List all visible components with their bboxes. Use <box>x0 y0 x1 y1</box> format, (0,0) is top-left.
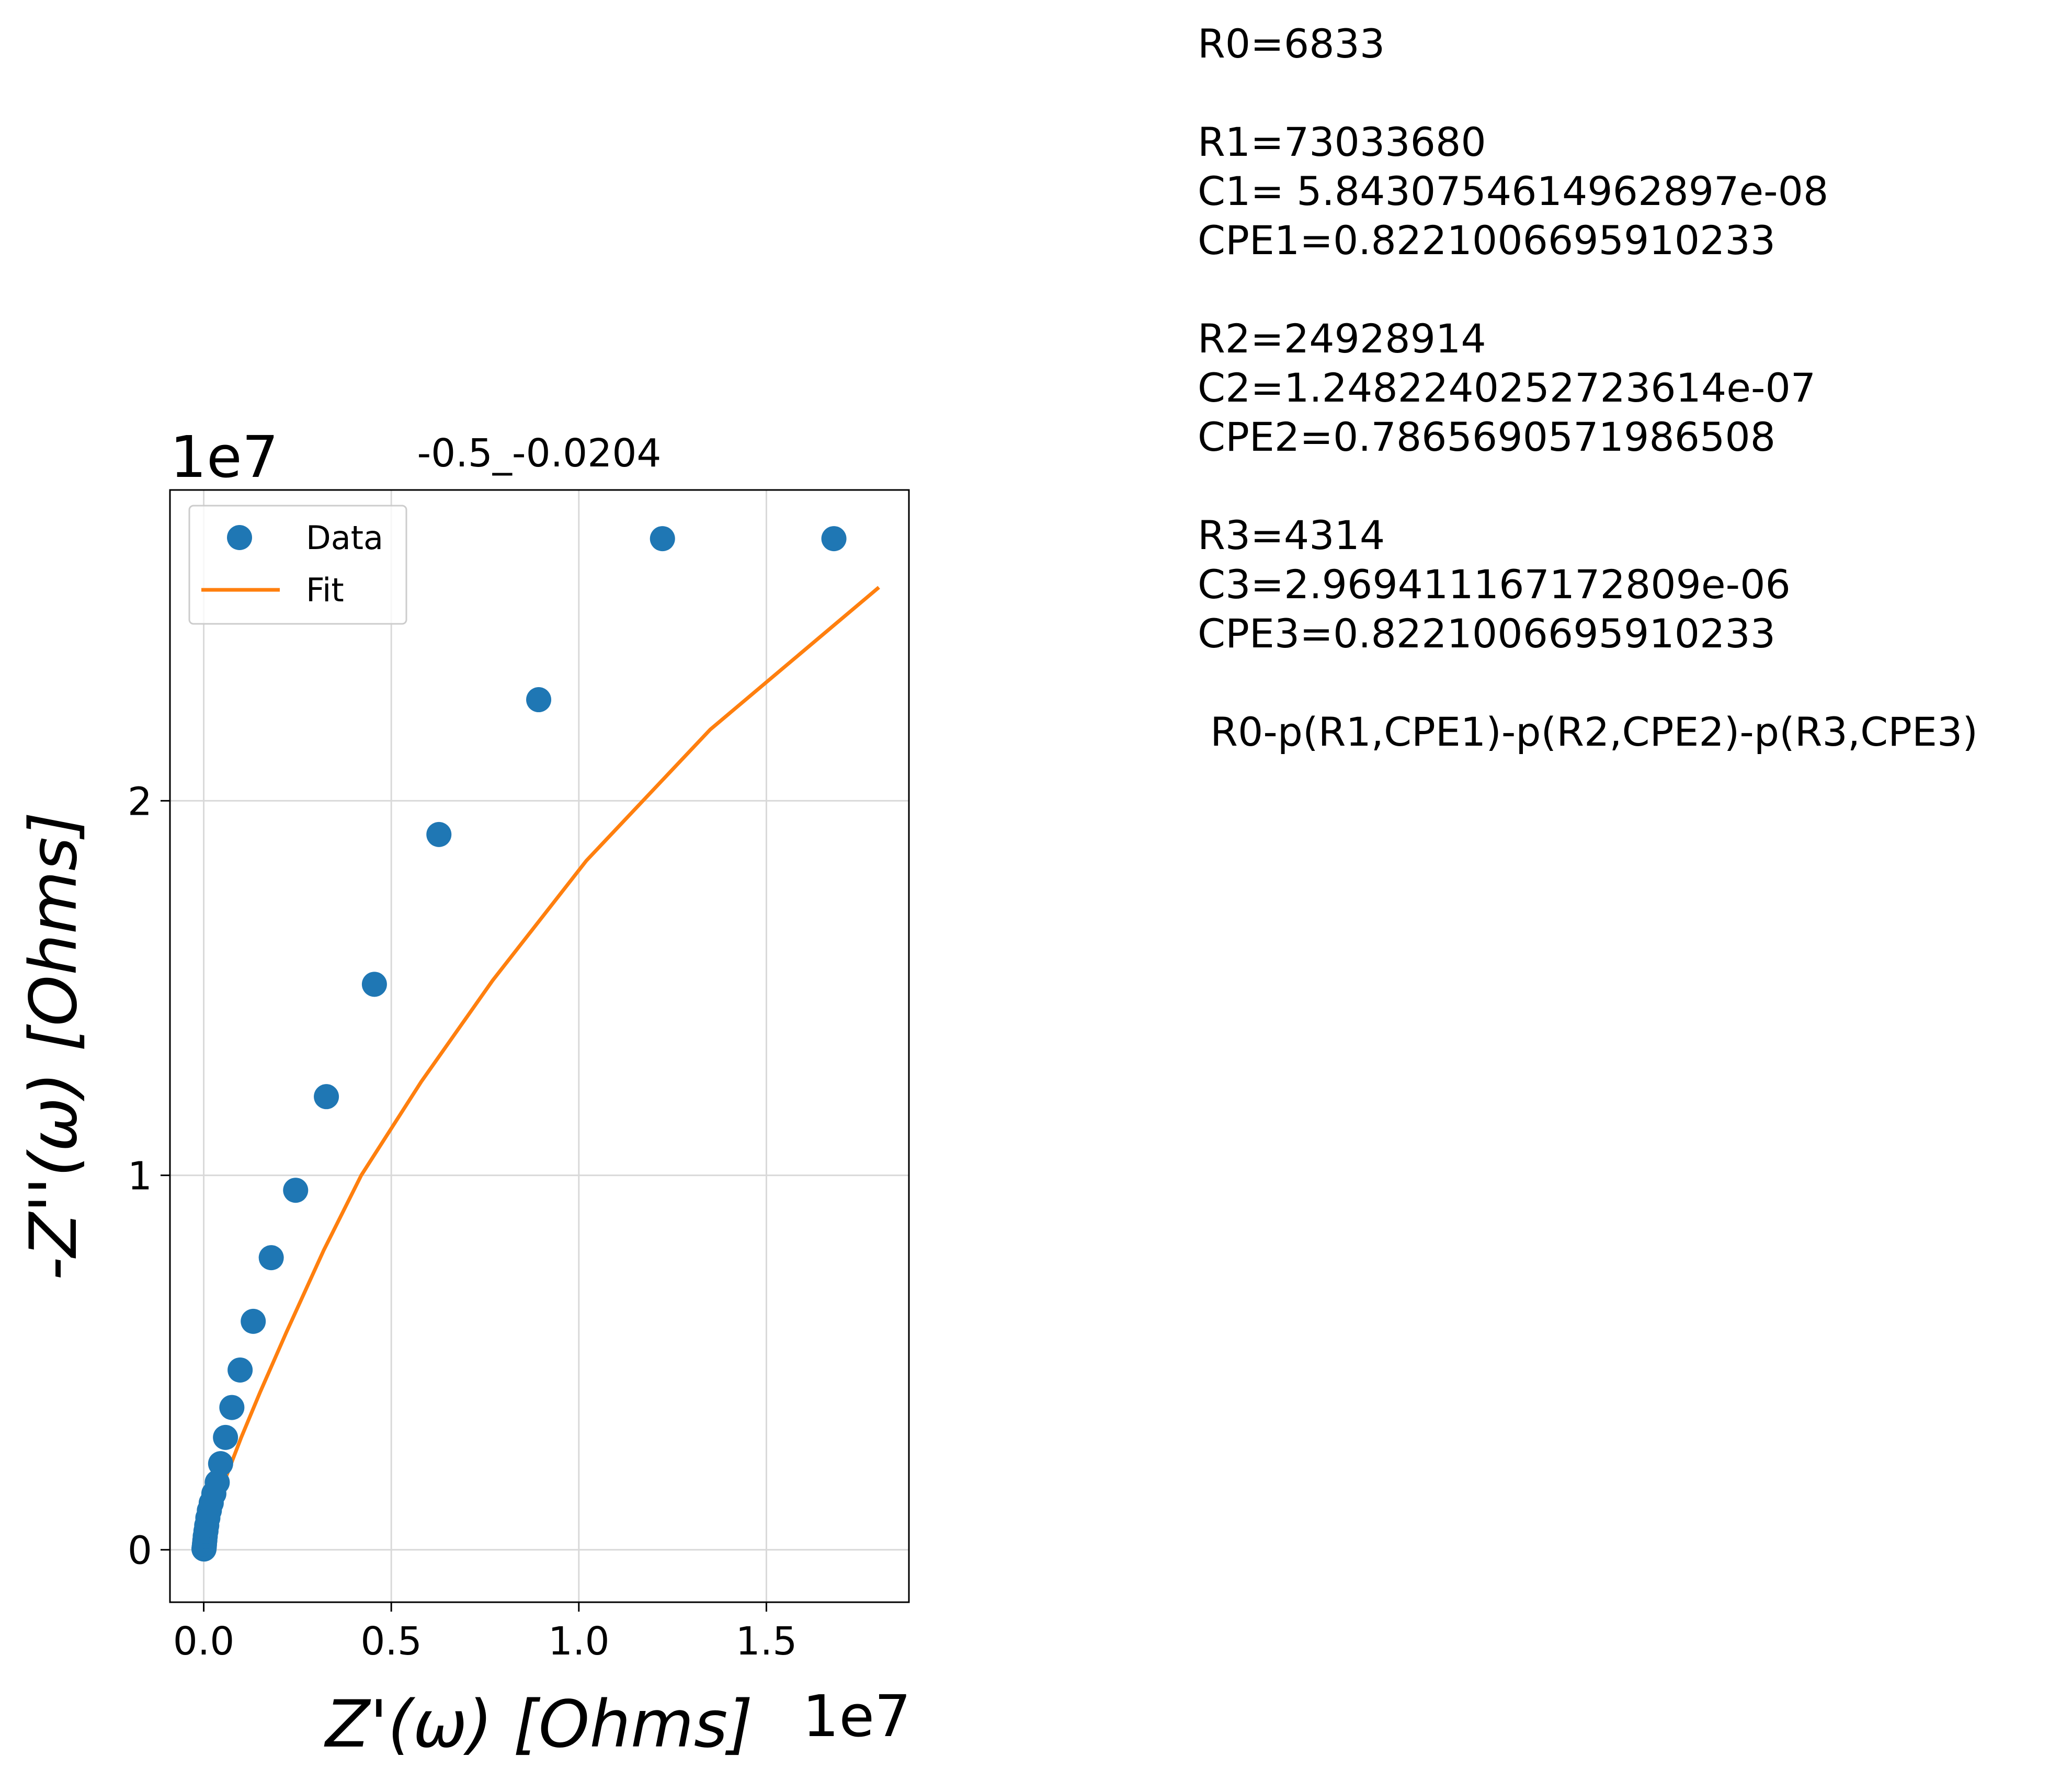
param-cpe2: CPE2=0.7865690571986508 <box>1198 414 1775 460</box>
param-r0: R0=6833 <box>1198 20 1385 67</box>
data-point <box>361 972 387 997</box>
y-axis-label: -Z''(ω) [Ohms] <box>16 812 92 1280</box>
data-point <box>219 1395 245 1420</box>
legend: Data Fit <box>188 505 407 625</box>
fit-series <box>202 586 880 1550</box>
legend-fit-label: Fit <box>306 571 344 609</box>
data-point <box>213 1424 238 1450</box>
plot-frame <box>169 489 910 1603</box>
x-axis-offset: 1e7 <box>802 1683 911 1750</box>
legend-data-marker <box>227 525 252 550</box>
fit-parameters: R0=6833 R1=73033680 C1= 5.84307546149628… <box>1198 20 1978 755</box>
data-point <box>821 526 847 552</box>
axis-ticks: 0.0 0.5 1.0 1.5 0 1 2 <box>128 779 797 1664</box>
x-tick-label: 0.5 <box>360 1619 422 1664</box>
data-point <box>227 1357 253 1383</box>
data-series <box>191 526 847 1562</box>
y-tick-label: 2 <box>128 779 152 824</box>
data-point <box>283 1178 309 1203</box>
x-tick-label: 1.5 <box>736 1619 798 1664</box>
chart-title: -0.5_-0.0204 <box>417 431 661 476</box>
param-c3: C3=2.969411167172809e-06 <box>1198 561 1791 608</box>
data-point <box>241 1308 266 1334</box>
data-point <box>426 821 452 847</box>
param-r1: R1=73033680 <box>1198 119 1486 165</box>
fit-line <box>202 586 880 1550</box>
param-c2: C2=1.2482240252723614e-07 <box>1198 364 1816 411</box>
param-cpe1: CPE1=0.8221006695910233 <box>1198 217 1775 264</box>
grid <box>170 490 909 1602</box>
x-tick-label: 0.0 <box>173 1619 235 1664</box>
param-cpe3: CPE3=0.8221006695910233 <box>1198 610 1775 657</box>
x-axis-label: Z'(ω) [Ohms] <box>324 1687 753 1762</box>
x-tick-label: 1.0 <box>548 1619 610 1664</box>
y-tick-label: 1 <box>128 1154 152 1199</box>
circuit-string: R0-p(R1,CPE1)-p(R2,CPE2)-p(R3,CPE3) <box>1198 709 1978 755</box>
y-tick-label: 0 <box>128 1528 152 1573</box>
data-point <box>204 1469 230 1495</box>
data-point <box>258 1245 284 1271</box>
data-point <box>526 687 552 713</box>
data-point <box>208 1451 233 1477</box>
param-r2: R2=24928914 <box>1198 315 1486 362</box>
param-r3: R3=4314 <box>1198 512 1385 558</box>
legend-data-label: Data <box>306 519 383 557</box>
data-point <box>650 526 675 552</box>
data-point <box>314 1084 339 1110</box>
y-axis-offset: 1e7 <box>170 424 279 490</box>
param-c1: C1= 5.8430754614962897e-08 <box>1198 168 1828 214</box>
